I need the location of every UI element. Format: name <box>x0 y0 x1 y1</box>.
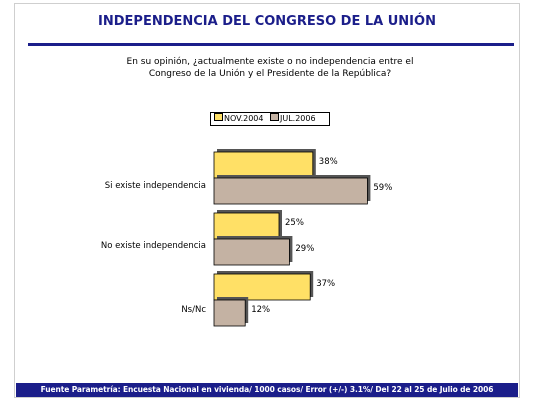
page-title: INDEPENDENCIA DEL CONGRESO DE LA UNIÓN <box>98 14 436 29</box>
question-line-2: Congreso de la Unión y el Presidente de … <box>148 69 392 79</box>
bar-nov-2004-ns-nc <box>213 273 311 301</box>
source-footer: Fuente Parametría: Encuesta Nacional en … <box>16 383 518 397</box>
legend-label-jul2006: JUL.2006 <box>280 114 316 123</box>
legend-item-jul2006: JUL.2006 <box>270 113 316 125</box>
bar-nov-2004-no-existe-independencia <box>213 212 280 240</box>
data-label-jul-2006-ns-nc: 12% <box>251 305 270 315</box>
legend-swatch-jul2006 <box>270 113 279 121</box>
question-line-1: En su opinión, ¿actualmente existe o no … <box>126 57 414 67</box>
data-label-jul-2006-si-existe-independencia: 59% <box>373 183 392 193</box>
title-rule <box>28 43 514 46</box>
legend-swatch-nov2004 <box>214 113 223 121</box>
legend-item-nov2004: NOV.2004 <box>214 113 263 125</box>
data-label-nov-2004-si-existe-independencia: 38% <box>319 157 338 167</box>
bar-nov-2004-si-existe-independencia <box>213 151 314 179</box>
data-label-nov-2004-no-existe-independencia: 25% <box>285 218 304 228</box>
bar-jul-2006-si-existe-independencia <box>213 177 368 205</box>
chart-legend: NOV.2004 JUL.2006 <box>210 112 330 126</box>
survey-question: En su opinión, ¿actualmente existe o no … <box>110 56 430 80</box>
category-label-no-existe: No existe independencia <box>100 241 206 251</box>
category-label-si-existe: Si existe independencia <box>104 181 206 191</box>
bar-jul-2006-ns-nc <box>213 299 246 327</box>
bar-jul-2006-no-existe-independencia <box>213 238 290 266</box>
data-label-nov-2004-ns-nc: 37% <box>316 279 335 289</box>
data-label-jul-2006-no-existe-independencia: 29% <box>295 244 314 254</box>
category-label-ns-nc: Ns/Nc <box>181 305 206 315</box>
legend-label-nov2004: NOV.2004 <box>224 114 264 123</box>
